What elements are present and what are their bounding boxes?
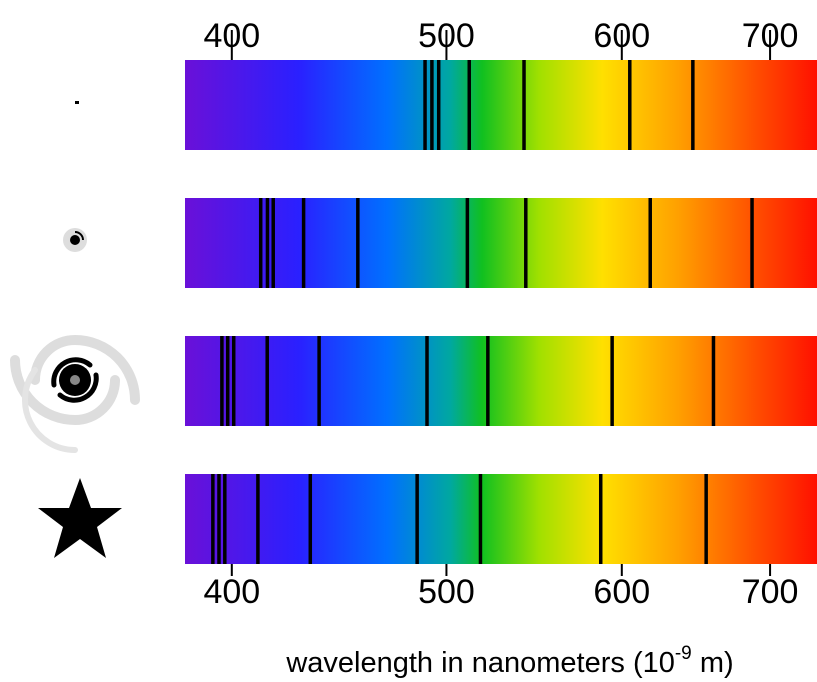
spectrum-band bbox=[185, 60, 817, 150]
x-tick-label-bottom: 600 bbox=[593, 573, 650, 611]
star-icon bbox=[38, 478, 122, 558]
spectrum-band bbox=[185, 198, 817, 288]
spectra bbox=[185, 60, 817, 564]
axis-label: wavelength in nanometers (10-9 m) bbox=[285, 643, 733, 679]
large-spiral-icon bbox=[10, 334, 140, 453]
axis-label-unit: m) bbox=[692, 647, 734, 679]
spectrum-band bbox=[185, 474, 817, 564]
axis-label-main: wavelength in nanometers (10 bbox=[285, 647, 675, 679]
spectrum-band bbox=[185, 336, 817, 426]
distant-galaxy-icon bbox=[75, 101, 79, 104]
x-tick-label-bottom: 700 bbox=[742, 573, 799, 611]
axis-label-exponent: -9 bbox=[675, 643, 692, 664]
icons bbox=[10, 101, 140, 558]
x-tick-label-bottom: 400 bbox=[203, 573, 260, 611]
x-tick-label-bottom: 500 bbox=[418, 573, 475, 611]
small-spiral-icon bbox=[63, 228, 87, 252]
